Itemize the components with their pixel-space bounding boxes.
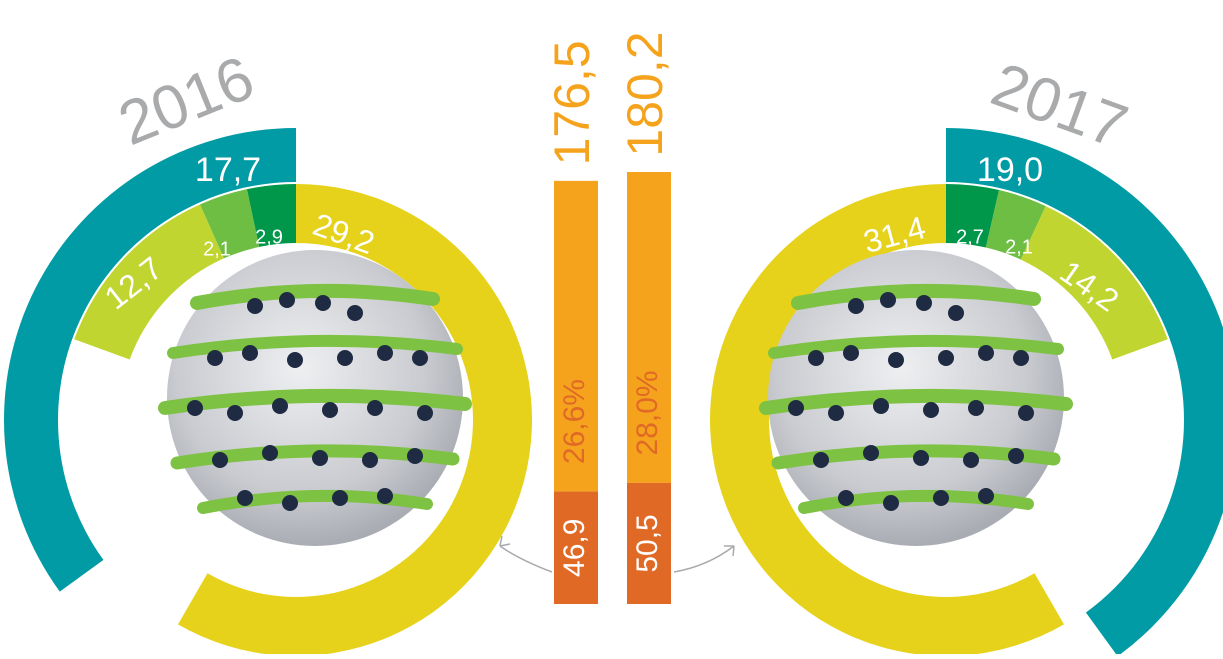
inner-ring-segment [985, 190, 1046, 260]
person-icon [412, 350, 428, 366]
globe-band-icon [798, 489, 1034, 514]
person-icon [279, 292, 295, 308]
person-icon [417, 405, 433, 421]
person-icon [848, 298, 864, 314]
person-icon [207, 350, 223, 366]
person-icon [933, 490, 949, 506]
person-icon [187, 400, 203, 416]
person-icon [347, 305, 363, 321]
person-icon [963, 452, 979, 468]
person-icon [407, 448, 423, 464]
inner-ring-segment [1020, 206, 1168, 360]
person-icon [247, 298, 263, 314]
bar-segment [627, 172, 671, 483]
bar-total-label: 176,5 [544, 40, 600, 165]
person-icon [332, 490, 348, 506]
person-icon [913, 450, 929, 466]
person-icon [1018, 405, 1034, 421]
person-icon [788, 400, 804, 416]
person-icon [813, 452, 829, 468]
globe-band-icon [768, 334, 1064, 359]
person-icon [315, 295, 331, 311]
globe-band-icon [197, 489, 433, 514]
globe-band-icon [190, 283, 440, 310]
person-icon [873, 398, 889, 414]
outer-ring-segment [946, 128, 1223, 657]
inner-ring-segment [200, 189, 260, 259]
person-icon [212, 452, 228, 468]
person-icon [367, 400, 383, 416]
person-icon [863, 445, 879, 461]
inner-ring-segment [74, 204, 225, 360]
person-icon [362, 452, 378, 468]
segment-label: 2,9 [255, 226, 283, 248]
segment-label: 2,1 [1005, 236, 1033, 258]
person-icon [1008, 448, 1024, 464]
segment-label: 19,0 [977, 151, 1043, 189]
bar-segment [554, 180, 598, 492]
person-icon [888, 352, 904, 368]
person-icon [262, 445, 278, 461]
inner-ring-segment [246, 184, 296, 247]
person-icon [272, 398, 288, 414]
person-icon [237, 490, 253, 506]
person-icon [377, 345, 393, 361]
person-icon [808, 350, 824, 366]
globe-band-icon [167, 334, 463, 359]
person-icon [1013, 350, 1029, 366]
arrow-icon [499, 545, 553, 573]
inner-ring-segment [946, 184, 1000, 248]
person-icon [377, 488, 393, 504]
outer-ring-segment [4, 128, 297, 592]
globe-band-icon [759, 388, 1073, 415]
person-icon [838, 490, 854, 506]
person-icon [242, 345, 258, 361]
person-icon [843, 345, 859, 361]
person-icon [287, 352, 303, 368]
inner-ring-segment [178, 184, 532, 656]
segment-label: 17,7 [195, 151, 261, 189]
segment-label: 2,1 [203, 238, 231, 260]
person-icon [968, 400, 984, 416]
person-icon [978, 488, 994, 504]
person-icon [978, 345, 994, 361]
bar-value-label: 46,9 [558, 519, 591, 577]
person-icon [337, 350, 353, 366]
person-icon [880, 292, 896, 308]
person-icon [282, 495, 298, 511]
bar-segment [627, 482, 671, 604]
person-icon [227, 405, 243, 421]
globe-band-icon [158, 388, 472, 415]
bar-value-label: 50,5 [631, 514, 664, 572]
person-icon [828, 405, 844, 421]
bar-segment [554, 491, 598, 604]
bar-share-label: 26,6% [558, 379, 591, 464]
arrow-head-icon [499, 535, 511, 547]
arrow-head-icon [724, 545, 735, 557]
person-icon [312, 450, 328, 466]
bar-total-label: 180,2 [617, 31, 673, 156]
segment-label: 2,7 [956, 226, 984, 248]
person-icon [916, 295, 932, 311]
person-icon [938, 350, 954, 366]
person-icon [883, 495, 899, 511]
person-icon [948, 305, 964, 321]
globe-band-icon [791, 283, 1041, 310]
bar-share-label: 28,0% [631, 370, 664, 455]
person-icon [923, 402, 939, 418]
person-icon [322, 402, 338, 418]
arrow-icon [673, 545, 735, 573]
